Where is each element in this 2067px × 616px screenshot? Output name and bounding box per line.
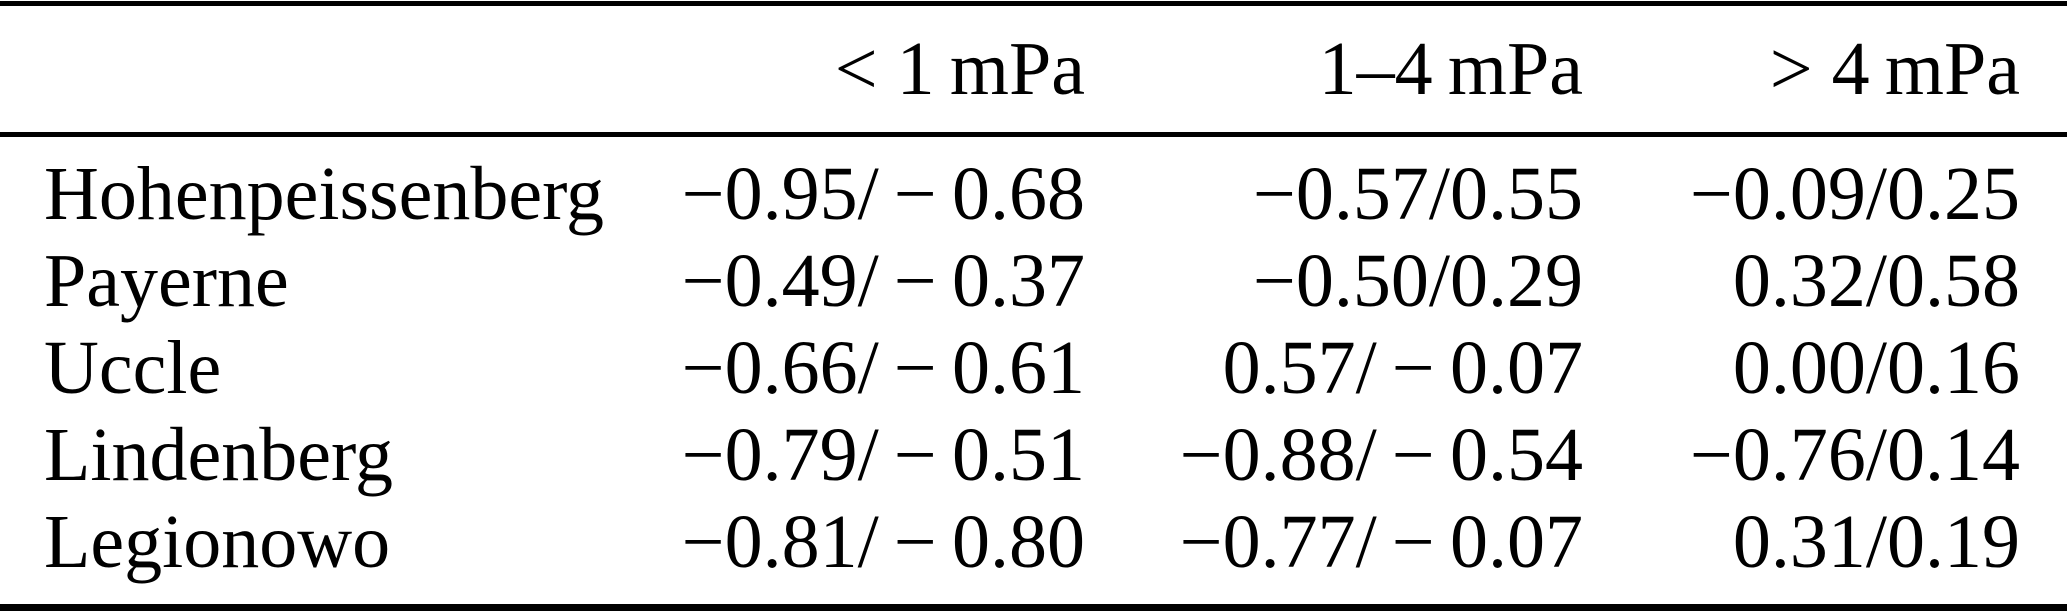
value-cell: 0.31/0.19 xyxy=(1732,499,2020,584)
station-name: Lindenberg xyxy=(44,412,393,497)
value-cell: −0.57/0.55 xyxy=(1253,151,1583,236)
table-header-row: < 1 mPa 1–4 mPa > 4 mPa xyxy=(0,6,2067,132)
table-row: Legionowo −0.81/ − 0.80 −0.77/ − 0.07 0.… xyxy=(0,498,2067,585)
table-row: Lindenberg −0.79/ − 0.51 −0.88/ − 0.54 −… xyxy=(0,411,2067,498)
value-cell: −0.95/ − 0.68 xyxy=(681,151,1085,236)
value-cell: −0.09/0.25 xyxy=(1690,151,2020,236)
value-cell: −0.50/0.29 xyxy=(1253,238,1583,323)
station-name: Uccle xyxy=(44,325,222,410)
station-name: Legionowo xyxy=(44,499,391,584)
value-cell: −0.76/0.14 xyxy=(1690,412,2020,497)
value-cell: 0.32/0.58 xyxy=(1732,238,2020,323)
value-cell: −0.77/ − 0.07 xyxy=(1179,499,1583,584)
value-cell: −0.88/ − 0.54 xyxy=(1179,412,1583,497)
value-cell: −0.66/ − 0.61 xyxy=(681,325,1085,410)
top-rule xyxy=(0,1,2067,6)
bottom-rule xyxy=(0,604,2067,611)
station-name: Payerne xyxy=(44,238,289,323)
table-body: Hohenpeissenberg −0.95/ − 0.68 −0.57/0.5… xyxy=(0,150,2067,585)
column-header-gt-4-mpa: > 4 mPa xyxy=(1769,27,2020,111)
station-name: Hohenpeissenberg xyxy=(44,151,605,236)
value-cell: −0.79/ − 0.51 xyxy=(681,412,1085,497)
value-cell: −0.49/ − 0.37 xyxy=(681,238,1085,323)
value-cell: 0.57/ − 0.07 xyxy=(1222,325,1583,410)
table-row: Uccle −0.66/ − 0.61 0.57/ − 0.07 0.00/0.… xyxy=(0,324,2067,411)
value-cell: 0.00/0.16 xyxy=(1732,325,2020,410)
value-cell: −0.81/ − 0.80 xyxy=(681,499,1085,584)
table-row: Payerne −0.49/ − 0.37 −0.50/0.29 0.32/0.… xyxy=(0,237,2067,324)
table-row: Hohenpeissenberg −0.95/ − 0.68 −0.57/0.5… xyxy=(0,150,2067,237)
mid-rule xyxy=(0,132,2067,137)
column-header-lt-1-mpa: < 1 mPa xyxy=(834,27,1085,111)
column-header-1-4-mpa: 1–4 mPa xyxy=(1318,27,1583,111)
